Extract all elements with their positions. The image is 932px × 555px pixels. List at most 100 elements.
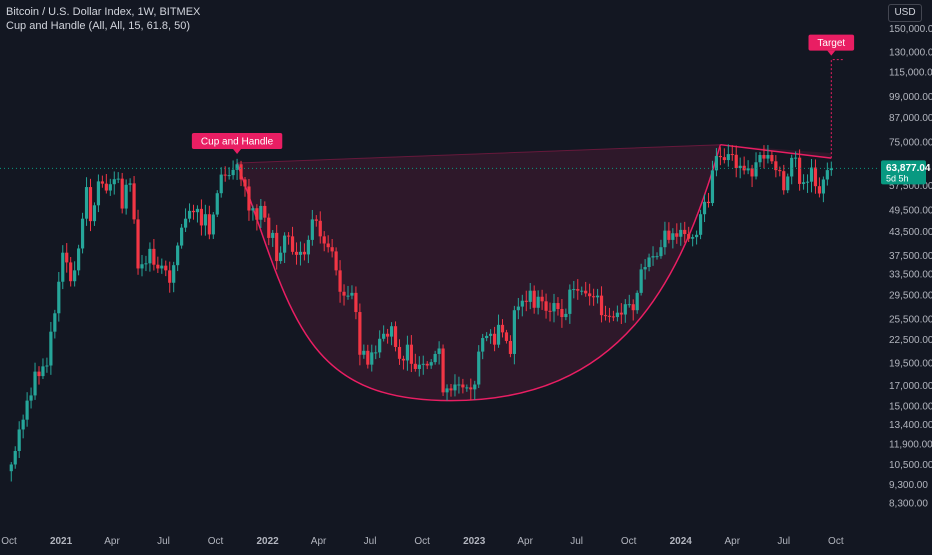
symbol-title[interactable]: Bitcoin / U.S. Dollar Index, 1W, BITMEX (6, 6, 201, 18)
candle-body (520, 300, 524, 307)
candle (100, 175, 104, 188)
candle-body (425, 363, 429, 366)
price-axis-tick: 22,500.00 (889, 335, 932, 346)
candle-body (104, 183, 108, 191)
candle (655, 252, 659, 260)
candle-body (191, 210, 196, 213)
candle-body (758, 155, 762, 163)
candle (267, 213, 271, 246)
candle-body (635, 292, 639, 311)
candle (421, 355, 425, 375)
candle (762, 145, 766, 169)
candle (41, 358, 45, 380)
candle-body (766, 155, 770, 159)
candle (809, 158, 814, 193)
candle (457, 376, 461, 394)
candle-body (223, 174, 227, 176)
candle (465, 384, 469, 392)
candle-body (584, 290, 588, 294)
candle-body (409, 344, 413, 364)
candle-body (603, 315, 608, 317)
candle (160, 258, 164, 274)
candle (540, 289, 544, 310)
candle-body (504, 332, 509, 341)
candle (17, 421, 21, 458)
candle (528, 282, 532, 310)
candle-body (683, 229, 687, 235)
indicator-title[interactable]: Cup and Handle (All, All, 15, 61.8, 50) (6, 20, 191, 32)
candle (829, 161, 833, 176)
cup-and-handle-label[interactable]: Cup and Handle (191, 133, 283, 155)
candle (136, 209, 140, 275)
candle-body (310, 219, 314, 240)
candle (576, 279, 580, 300)
candle-body (255, 208, 259, 220)
candle-body (679, 229, 683, 237)
candle (461, 378, 465, 394)
candle-body (508, 340, 513, 354)
candle (370, 344, 374, 372)
candle-body (100, 181, 104, 184)
candle (734, 145, 738, 178)
candle (362, 344, 366, 359)
candle-body (358, 312, 362, 355)
candle-body (611, 316, 616, 318)
candle-body (647, 257, 651, 268)
candle-body (322, 236, 326, 244)
candle-body (726, 154, 730, 161)
target-label[interactable]: Target (808, 34, 855, 56)
candle-body (706, 201, 711, 204)
candle (243, 176, 247, 197)
candle-body (108, 184, 112, 191)
candle-body (73, 270, 77, 282)
candle-body (770, 155, 774, 162)
candle (112, 171, 116, 195)
candle-body (294, 251, 299, 255)
candle-body (96, 181, 101, 206)
candle-body (492, 333, 497, 345)
candle (283, 232, 287, 264)
candle (524, 290, 528, 312)
candle-body (782, 171, 786, 191)
candle (516, 297, 520, 320)
candle-body (275, 232, 279, 262)
candle (445, 384, 449, 401)
candle-body (386, 333, 390, 337)
candle (667, 222, 671, 244)
candle (124, 179, 128, 215)
candle (639, 263, 643, 296)
candle (770, 150, 774, 165)
candle-body (330, 247, 334, 252)
candle (813, 159, 818, 194)
candle-body (496, 324, 501, 345)
candle-body (33, 371, 37, 396)
candle (817, 177, 822, 198)
candle-body (140, 264, 144, 269)
cup-fill (237, 144, 721, 401)
candle-body (318, 220, 322, 237)
candle (389, 322, 394, 346)
candle (548, 302, 552, 322)
currency-button[interactable]: USD (888, 4, 922, 22)
time-axis-tick: Apr (311, 536, 327, 547)
cup-curve (236, 144, 722, 402)
candle (698, 209, 703, 240)
candle (21, 414, 25, 439)
candle (730, 145, 734, 161)
candle-body (540, 296, 544, 302)
candle (298, 241, 303, 266)
candle (120, 172, 124, 214)
candle (148, 242, 152, 272)
candle-body (227, 175, 231, 177)
candle-body (286, 235, 291, 237)
candle-body (774, 161, 778, 171)
candle (172, 261, 176, 293)
candle (560, 298, 564, 328)
candle-body (374, 352, 378, 354)
candle (492, 326, 497, 352)
price-axis-tick: 115,000.00 (889, 67, 932, 78)
candle-body (453, 384, 457, 391)
